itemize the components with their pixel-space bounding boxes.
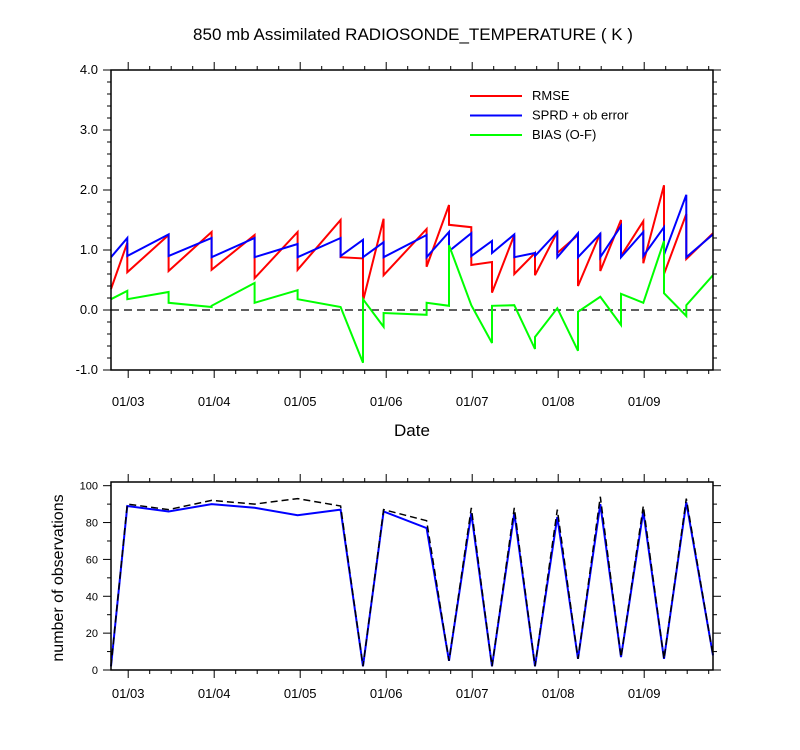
x-tick-label: 01/06: [370, 394, 403, 409]
chart-title: 850 mb Assimilated RADIOSONDE_TEMPERATUR…: [193, 25, 633, 44]
x-tick-label: 01/04: [198, 394, 231, 409]
series-line-bias-o-f: [110, 240, 714, 364]
x-tick-label: 01/05: [284, 394, 317, 409]
x-axis-label: Date: [394, 421, 430, 440]
x-tick-label: 01/09: [628, 686, 661, 701]
y-tick-label: 4.0: [80, 62, 98, 77]
y-tick-label: 80: [86, 518, 98, 530]
y-tick-label: 1.0: [80, 242, 98, 257]
x-tick-label: 01/08: [542, 394, 575, 409]
x-tick-label: 01/04: [198, 686, 231, 701]
x-tick-label: 01/09: [628, 394, 661, 409]
x-tick-label: 01/03: [112, 394, 145, 409]
x-tick-label: 01/06: [370, 686, 403, 701]
y-tick-label: 40: [86, 591, 98, 603]
series-line-total: [110, 496, 714, 667]
plot-frame: [110, 69, 714, 371]
y-tick-label: 20: [86, 628, 98, 640]
y-tick-label: 60: [86, 554, 98, 566]
legend-label-rmse: RMSE: [532, 88, 570, 103]
x-tick-label: 01/07: [456, 686, 489, 701]
bottom-plot: 0 20 40 60 80 100 01/03 01/04 01/05 01/06 01/07 01/…: [80, 474, 721, 701]
x-tick-label: 01/07: [456, 394, 489, 409]
y-tick-label: 3.0: [80, 122, 98, 137]
y-tick-label: 100: [80, 481, 98, 493]
legend-label-sprd-ob-error: SPRD + ob error: [532, 108, 629, 123]
y-tick-label: 0: [92, 665, 98, 677]
top-plot: -1.0 0.0 1.0 2.0 3.0 4.0 01/03 01/04 01/05 01/06 0…: [76, 62, 721, 409]
y-tick-label: -1.0: [76, 362, 98, 377]
x-tick-label: 01/03: [112, 686, 145, 701]
y-tick-label: 2.0: [80, 182, 98, 197]
x-tick-label: 01/05: [284, 686, 317, 701]
y-tick-label: 0.0: [80, 302, 98, 317]
x-tick-label: 01/08: [542, 686, 575, 701]
plot-frame: [110, 481, 714, 671]
y-axis-label-observations: number of observations: [50, 494, 67, 661]
legend-label-bias-o-f: BIAS (O-F): [532, 127, 596, 142]
series-line-sprd-ob-error: [110, 194, 714, 261]
